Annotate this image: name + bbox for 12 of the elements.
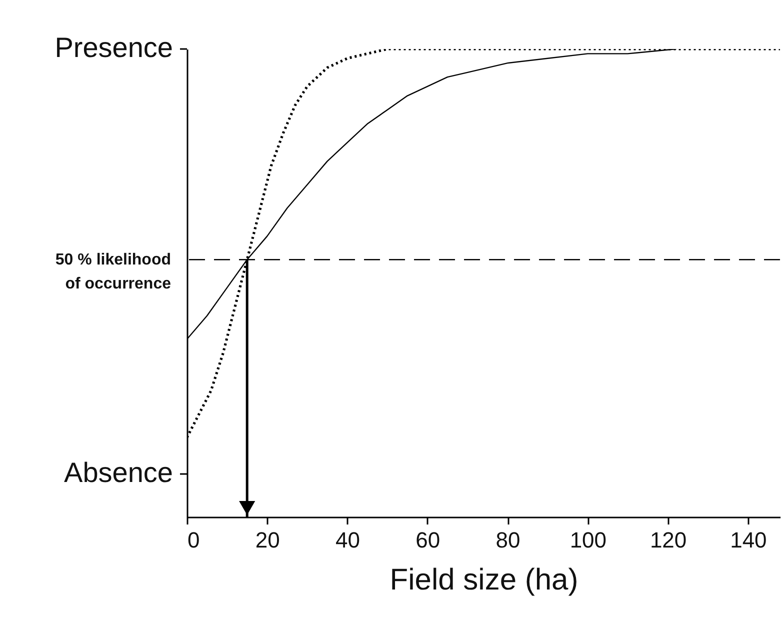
text: Absence xyxy=(64,457,173,488)
ref-line-label: 50 % likelihood of occurrence xyxy=(55,252,172,293)
x-tick-label: 60 xyxy=(416,528,440,552)
x-tick-label: 20 xyxy=(255,528,280,552)
x-axis-title: Field size (ha) xyxy=(390,564,578,596)
x-tick-label: 120 xyxy=(650,528,687,552)
text: Presence xyxy=(54,32,173,63)
x-tick-label: 140 xyxy=(730,528,767,552)
x-tick-label: 0 xyxy=(188,528,200,552)
x-tick-label: 40 xyxy=(336,528,360,552)
x-tick-label: 80 xyxy=(496,528,520,552)
x-tick-label: 100 xyxy=(570,528,607,552)
